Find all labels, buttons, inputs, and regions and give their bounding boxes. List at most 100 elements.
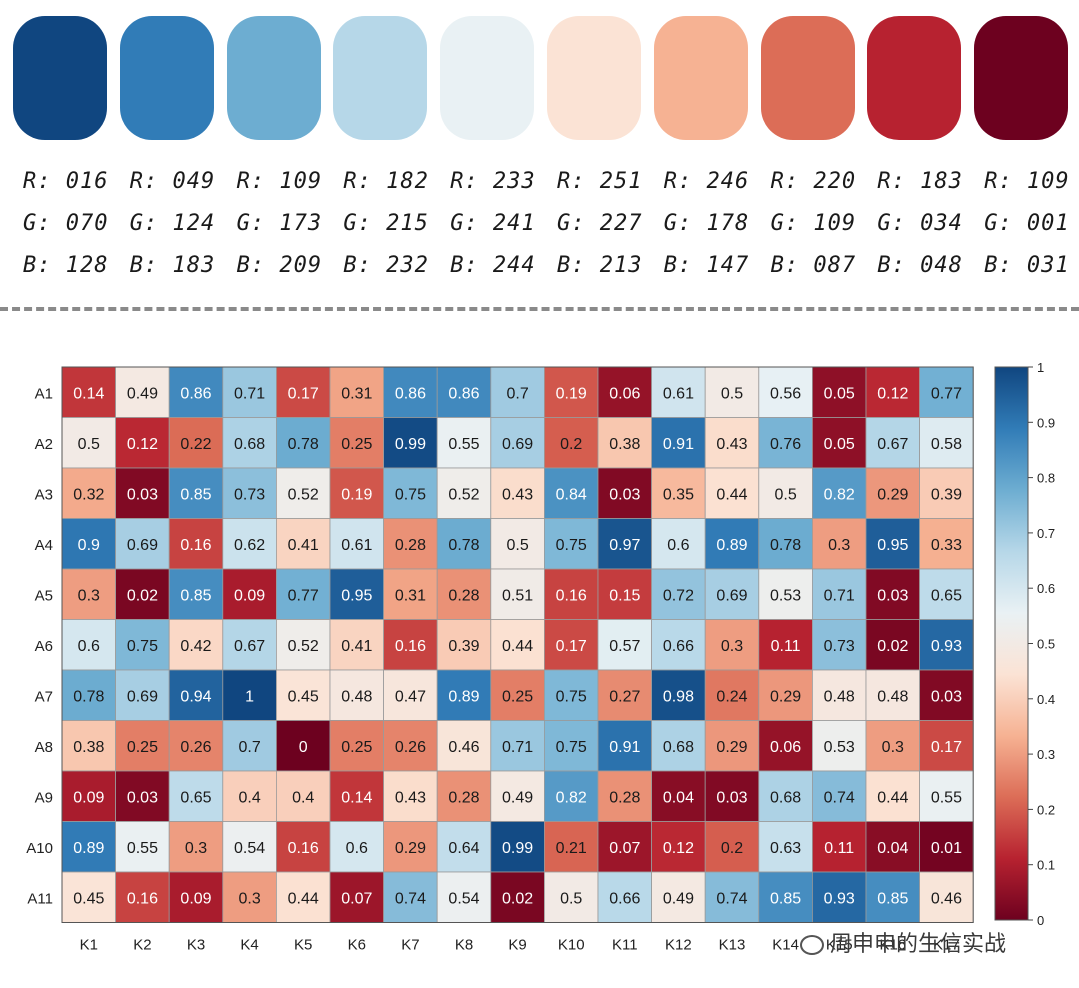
- palette-r-value: R: 016: [23, 169, 109, 194]
- heatmap-cell: [651, 366, 706, 418]
- row-label: A2: [35, 436, 53, 453]
- heatmap-cell: [865, 669, 920, 721]
- row-label: A3: [35, 486, 53, 503]
- column-label: K16: [879, 937, 906, 954]
- cell-value-label: 0.99: [502, 840, 533, 857]
- cell-value-label: 0.4: [292, 789, 314, 806]
- cell-value-label: 0.56: [770, 385, 801, 402]
- cell-value-label: 0.82: [556, 789, 587, 806]
- cell-value-label: 0.12: [663, 840, 694, 857]
- cell-value-label: 0.86: [180, 385, 211, 402]
- heatmap-cell: [168, 619, 224, 671]
- cell-value-label: 0.03: [877, 587, 908, 604]
- cell-value-label: 0.3: [721, 638, 743, 655]
- cell-value-label: 0.69: [502, 436, 533, 453]
- heatmap-cell: [651, 619, 706, 671]
- heatmap-cell: [115, 568, 170, 620]
- cell-value-label: 0.11: [824, 840, 854, 857]
- colorbar-tick-label: 0.5: [1037, 637, 1055, 652]
- cell-value-label: 0.95: [341, 587, 372, 604]
- cell-value-label: 0.09: [73, 789, 104, 806]
- column-label: K2: [133, 937, 151, 954]
- cell-value-label: 0.06: [770, 739, 801, 756]
- cell-value-label: 0.75: [556, 739, 587, 756]
- cell-value-label: 0.26: [180, 739, 211, 756]
- heatmap-cell: [383, 619, 438, 671]
- heatmap-cell: [168, 417, 224, 469]
- cell-value-label: 0.5: [506, 537, 528, 554]
- row-label: A9: [35, 789, 53, 806]
- heatmap-cell: [436, 568, 492, 620]
- cell-value-label: 0.6: [78, 638, 100, 655]
- heatmap-cell: [704, 568, 760, 620]
- cell-value-label: 0.25: [341, 739, 372, 756]
- cell-value-label: 0.38: [609, 436, 640, 453]
- heatmap-cell: [651, 417, 706, 469]
- cell-value-label: 0.73: [234, 486, 265, 503]
- cell-value-label: 0.3: [238, 890, 260, 907]
- cell-value-label: 0.41: [288, 537, 319, 554]
- column-label: K5: [294, 937, 312, 954]
- heatmap-cell: [115, 871, 170, 923]
- heatmap-cell: [758, 770, 813, 822]
- cell-value-label: 0.53: [770, 587, 801, 604]
- column-label: K8: [455, 937, 473, 954]
- heatmap-cell: [704, 619, 760, 671]
- cell-value-label: 0.85: [180, 486, 211, 503]
- cell-value-label: 0.41: [341, 638, 372, 655]
- palette-swatch: [760, 16, 855, 140]
- colorbar-tick-label: 0: [1037, 913, 1044, 928]
- cell-value-label: 0.46: [931, 890, 962, 907]
- cell-value-label: 0.02: [127, 587, 158, 604]
- heatmap-cell: [812, 619, 867, 671]
- heatmap-cell: [597, 568, 652, 620]
- heatmap-cell: [812, 770, 867, 822]
- cell-value-label: 0.32: [73, 486, 104, 503]
- palette-swatch: [653, 16, 748, 140]
- cell-value-label: 0.33: [931, 537, 962, 554]
- cell-value-label: 0.48: [824, 688, 855, 705]
- heatmap-cell: [275, 871, 331, 923]
- cell-value-label: 0.85: [180, 587, 211, 604]
- palette-swatch: [867, 16, 962, 140]
- cell-value-label: 0.47: [395, 688, 426, 705]
- heatmap-cell: [812, 568, 867, 620]
- cell-value-label: 0.78: [288, 436, 319, 453]
- colorbar-tick-label: 0.8: [1037, 471, 1055, 486]
- column-label: K10: [558, 937, 585, 954]
- heatmap-cell: [115, 518, 170, 570]
- heatmap-cell: [115, 770, 170, 822]
- heatmap-cell: [222, 619, 277, 671]
- heatmap-cell: [544, 366, 599, 418]
- heatmap-cell: [919, 871, 974, 923]
- cell-value-label: 0.44: [288, 890, 319, 907]
- palette-swatch: [13, 16, 107, 140]
- cell-value-label: 0.14: [73, 385, 104, 402]
- cell-value-label: 0.71: [824, 587, 855, 604]
- cell-value-label: 0.68: [234, 436, 265, 453]
- palette-swatch: [974, 16, 1069, 140]
- cell-value-label: 0.61: [341, 537, 372, 554]
- cell-value-label: 0.03: [716, 789, 747, 806]
- cell-value-label: 0.74: [716, 890, 747, 907]
- palette-g-value: G: 241: [450, 211, 536, 236]
- cell-value-label: 0.85: [877, 890, 908, 907]
- heatmap-cell: [919, 467, 974, 519]
- heatmap-cell: [115, 720, 170, 772]
- cell-value-label: 0.77: [288, 587, 319, 604]
- heatmap-cell: [544, 770, 599, 822]
- dashed-divider: [0, 307, 1079, 311]
- cell-value-label: 0.49: [127, 385, 158, 402]
- cell-value-label: 0.69: [716, 587, 747, 604]
- colorbar: [994, 366, 1029, 921]
- cell-value-label: 0.48: [341, 688, 372, 705]
- palette-g-value: G: 124: [129, 211, 216, 236]
- cell-value-label: 0.67: [234, 638, 265, 655]
- colorbar-tick-label: 0.7: [1037, 526, 1055, 541]
- cell-value-label: 0.93: [824, 890, 855, 907]
- palette-r-value: R: 183: [877, 169, 963, 194]
- cell-value-label: 0.39: [931, 486, 962, 503]
- cell-value-label: 0.63: [770, 840, 801, 857]
- palette-r-value: R: 246: [663, 169, 750, 194]
- heatmap-cell: [597, 467, 652, 519]
